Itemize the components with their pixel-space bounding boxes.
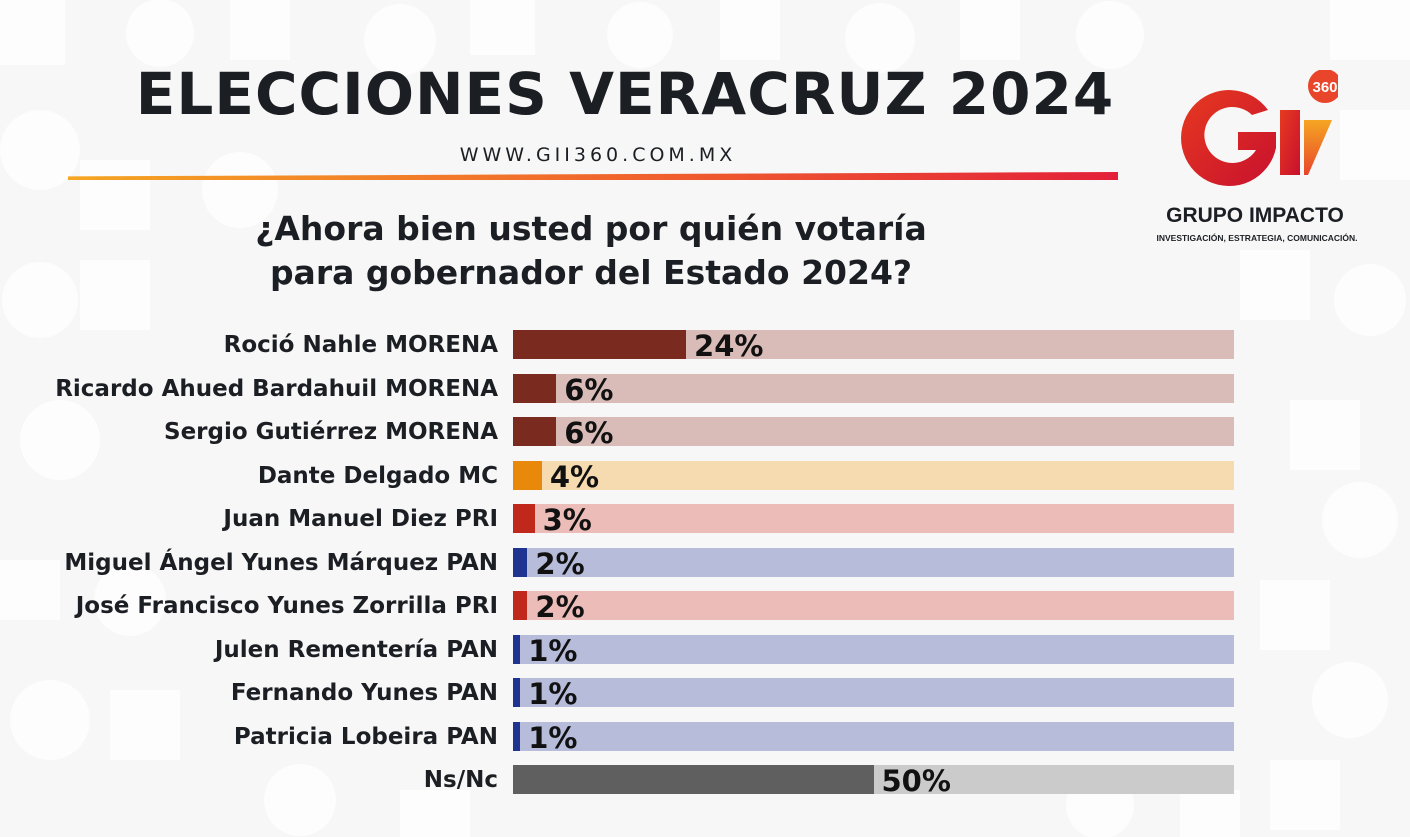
value-label: 3% bbox=[542, 503, 592, 537]
category-label: Roció Nahle MORENA bbox=[223, 332, 498, 358]
bar-row: Sergio Gutiérrez MORENA 6% bbox=[0, 416, 1410, 450]
value-label: 2% bbox=[535, 546, 585, 581]
bar bbox=[513, 721, 521, 751]
category-label: Patricia Lobeira PAN bbox=[233, 723, 498, 750]
bar-row: Dante Delgado MC 4% bbox=[0, 459, 1410, 494]
bar bbox=[513, 678, 521, 707]
question-line-2: para gobernador del Estado 2024? bbox=[269, 253, 913, 292]
value-label: 4% bbox=[549, 459, 600, 494]
bar-track bbox=[513, 460, 1234, 490]
gi-logo-mark: 360 bbox=[1181, 70, 1338, 187]
bar-row: Ricardo Ahued Bardahuil MORENA 6% bbox=[0, 372, 1410, 407]
bar-track bbox=[513, 547, 1234, 577]
bar-row: José Francisco Yunes Zorrilla PRI 2% bbox=[0, 590, 1410, 624]
value-label: 6% bbox=[564, 372, 614, 407]
bar bbox=[513, 330, 687, 359]
bar-row: Patricia Lobeira PAN 1% bbox=[0, 720, 1410, 755]
value-label: 6% bbox=[564, 416, 614, 450]
category-label: Fernando Yunes PAN bbox=[230, 680, 498, 706]
value-label: 1% bbox=[528, 720, 578, 755]
category-label: Julen Rementería PAN bbox=[214, 636, 498, 663]
value-label: 2% bbox=[535, 590, 585, 624]
bar-row: Miguel Ángel Yunes Márquez PAN 2% bbox=[0, 546, 1410, 581]
bar bbox=[513, 417, 557, 446]
gradient-divider bbox=[68, 172, 1118, 180]
grupo-impacto-logo: 360 GRUPO IMPACTO INVESTIGACIÓN, ESTRATE… bbox=[1140, 70, 1380, 250]
value-label: 50% bbox=[881, 764, 951, 798]
bar bbox=[513, 460, 542, 490]
bar bbox=[513, 765, 874, 794]
bar-track bbox=[513, 721, 1234, 751]
bar-track bbox=[513, 504, 1234, 533]
category-label: Dante Delgado MC bbox=[257, 462, 498, 489]
category-label: Ricardo Ahued Bardahuil MORENA bbox=[55, 375, 498, 402]
category-label: Sergio Gutiérrez MORENA bbox=[164, 419, 498, 445]
value-label: 1% bbox=[528, 677, 578, 711]
logo-badge: 360 bbox=[1312, 79, 1337, 96]
category-label: Juan Manuel Diez PRI bbox=[223, 506, 498, 532]
bar-row: Roció Nahle MORENA 24% bbox=[0, 329, 1410, 363]
bar-track bbox=[513, 591, 1234, 620]
bar bbox=[513, 504, 535, 533]
bar bbox=[513, 591, 528, 620]
value-label: 1% bbox=[528, 633, 578, 668]
brand-tagline: INVESTIGACIÓN, ESTRATEGIA, COMUNICACIÓN. bbox=[1156, 233, 1358, 243]
bar-row: Fernando Yunes PAN 1% bbox=[0, 677, 1410, 711]
value-label: 24% bbox=[694, 329, 764, 363]
question-line-1: ¿Ahora bien usted por quién votaría bbox=[255, 209, 927, 248]
brand-name: GRUPO IMPACTO bbox=[1166, 204, 1344, 227]
bar-track bbox=[513, 417, 1234, 446]
bar bbox=[513, 373, 557, 403]
category-label: José Francisco Yunes Zorrilla PRI bbox=[75, 593, 498, 619]
bar-track bbox=[513, 678, 1234, 707]
survey-question: ¿Ahora bien usted por quién votaría para… bbox=[0, 207, 1182, 295]
bar-track bbox=[513, 373, 1234, 403]
category-label: Miguel Ángel Yunes Márquez PAN bbox=[64, 549, 498, 576]
bar-row: Ns/Nc 50% bbox=[0, 764, 1410, 798]
website-url: WWW.GII360.COM.MX bbox=[459, 144, 737, 166]
bar-row: Julen Rementería PAN 1% bbox=[0, 633, 1410, 668]
category-label: Ns/Nc bbox=[423, 767, 498, 793]
bar-track bbox=[513, 634, 1234, 664]
bar bbox=[513, 634, 521, 664]
bar-row: Juan Manuel Diez PRI 3% bbox=[0, 503, 1410, 537]
bar bbox=[513, 547, 528, 577]
page-title: ELECCIONES VERACRUZ 2024 bbox=[135, 60, 1115, 128]
